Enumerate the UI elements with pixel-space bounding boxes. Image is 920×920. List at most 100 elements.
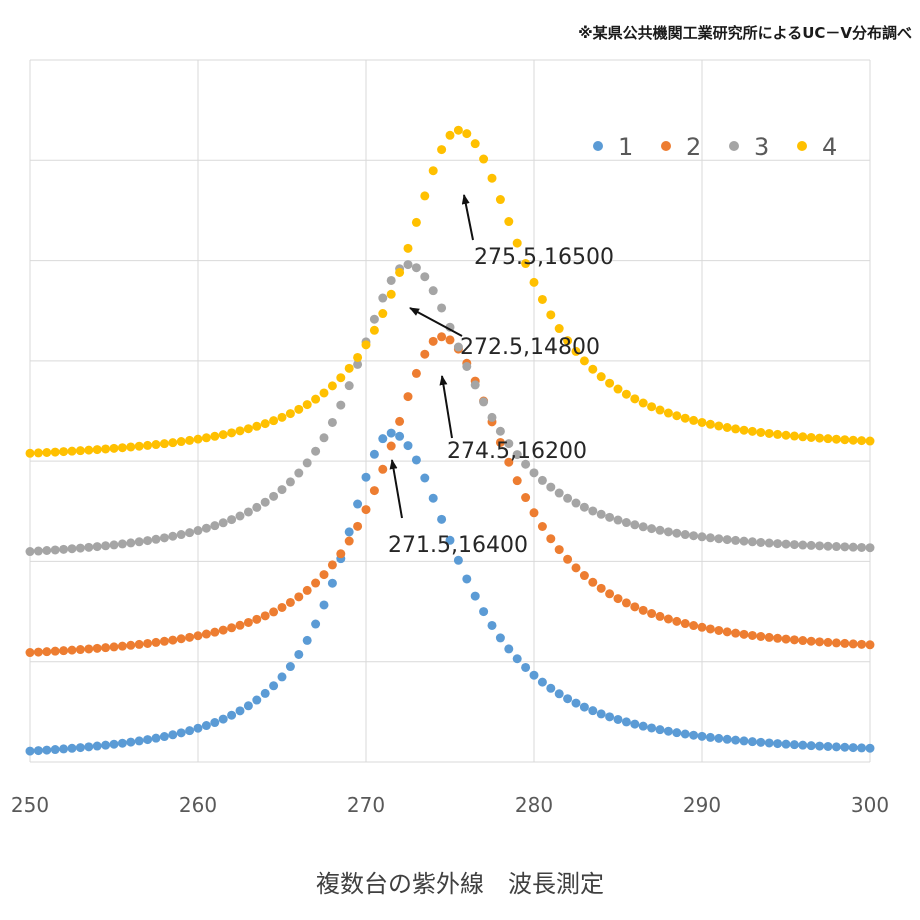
data-point — [252, 502, 262, 512]
data-point — [109, 642, 119, 652]
legend-marker — [729, 141, 739, 151]
data-point — [613, 714, 623, 724]
data-point — [840, 542, 850, 552]
data-point — [731, 735, 741, 745]
data-point — [50, 646, 60, 656]
data-point — [554, 689, 564, 699]
data-point — [101, 740, 111, 750]
data-point — [747, 537, 757, 547]
data-point — [605, 512, 615, 522]
data-point — [151, 637, 161, 647]
data-point — [344, 381, 354, 391]
data-point — [243, 507, 253, 517]
data-point — [353, 352, 363, 362]
data-point — [579, 502, 589, 512]
data-point — [193, 526, 203, 536]
data-point — [327, 417, 337, 427]
data-point — [638, 605, 648, 615]
data-point — [336, 549, 346, 559]
data-point — [512, 476, 522, 486]
data-point — [857, 743, 867, 753]
data-point — [588, 364, 598, 374]
data-point — [840, 435, 850, 445]
data-point — [605, 378, 615, 388]
data-point — [59, 544, 69, 554]
data-point — [537, 521, 547, 531]
data-point — [529, 277, 539, 287]
data-point — [764, 428, 774, 438]
data-point — [445, 535, 455, 545]
data-point — [529, 670, 539, 680]
data-point — [327, 381, 337, 391]
data-point — [672, 411, 682, 421]
data-point — [311, 619, 321, 629]
data-point — [159, 439, 169, 449]
data-point — [227, 710, 237, 720]
data-point — [143, 735, 153, 745]
data-point — [42, 545, 52, 555]
data-point — [420, 272, 430, 282]
data-point — [831, 434, 841, 444]
data-point — [764, 632, 774, 642]
data-point — [613, 515, 623, 525]
data-point — [176, 437, 186, 447]
data-point — [193, 434, 203, 444]
data-point — [714, 534, 724, 544]
data-point — [546, 310, 556, 320]
data-point — [739, 736, 749, 746]
data-point — [126, 737, 136, 747]
data-point — [739, 425, 749, 435]
data-point — [571, 346, 581, 356]
data-point — [537, 475, 547, 485]
data-point — [159, 533, 169, 543]
data-point — [437, 514, 447, 524]
data-point — [747, 630, 757, 640]
data-point — [714, 733, 724, 743]
data-point — [781, 539, 791, 549]
data-point — [680, 530, 690, 540]
data-point — [260, 497, 270, 507]
data-point — [151, 534, 161, 544]
data-point — [747, 737, 757, 747]
data-point — [596, 509, 606, 519]
data-point — [647, 524, 657, 534]
data-point — [151, 733, 161, 743]
data-point — [176, 634, 186, 644]
legend: 1 2 3 4 — [593, 133, 837, 161]
data-point — [210, 718, 220, 728]
data-point — [806, 432, 816, 442]
data-point — [193, 631, 203, 641]
data-point — [260, 688, 270, 698]
data-point — [781, 430, 791, 440]
data-point — [680, 729, 690, 739]
data-point — [731, 628, 741, 638]
data-point — [33, 746, 43, 756]
data-point — [294, 592, 304, 602]
data-point — [823, 541, 833, 551]
data-point — [117, 539, 127, 549]
data-point — [92, 445, 102, 455]
data-point — [327, 560, 337, 570]
data-point — [151, 440, 161, 450]
data-point — [42, 447, 52, 457]
data-point — [210, 627, 220, 637]
data-point — [33, 647, 43, 657]
data-point — [630, 602, 640, 612]
data-point — [453, 342, 463, 352]
data-point — [369, 314, 379, 324]
data-point — [25, 448, 35, 458]
data-point — [378, 293, 388, 303]
data-point — [302, 458, 312, 468]
data-point — [437, 332, 447, 342]
series-3-points — [25, 260, 875, 557]
data-point — [689, 621, 699, 631]
data-point — [504, 217, 514, 227]
data-point — [50, 545, 60, 555]
data-point — [260, 419, 270, 429]
chart-caption: 複数台の紫外線 波長測定 — [316, 870, 604, 898]
data-point — [815, 741, 825, 751]
data-point — [789, 431, 799, 441]
data-point — [67, 743, 77, 753]
data-point — [319, 388, 329, 398]
